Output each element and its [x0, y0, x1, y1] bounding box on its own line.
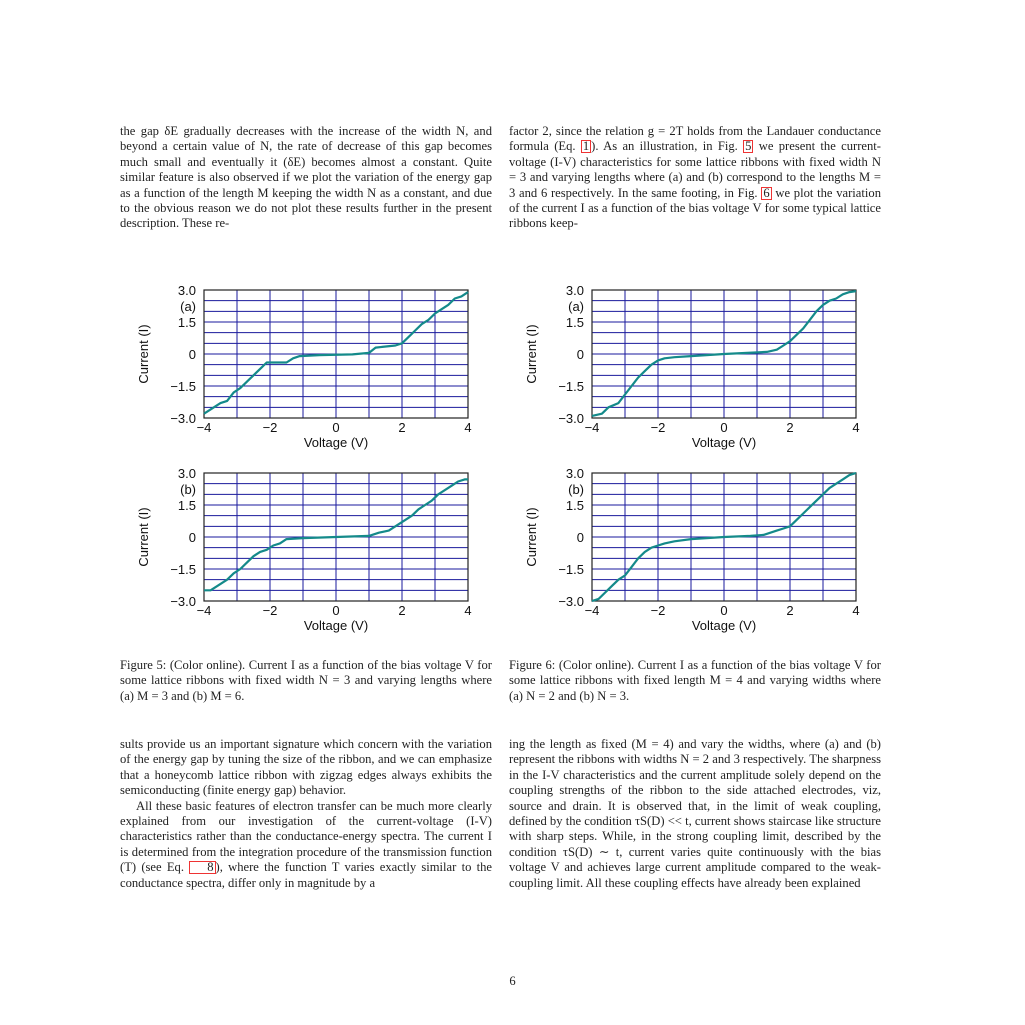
x-tick-label: 2: [786, 603, 793, 618]
y-tick-label: 3.0: [178, 466, 196, 481]
figure-5b: 3.0 1.5 0 −1.5 −3.0 (b) −4 −2 0 2 4 Voltage (V) Curr…: [128, 463, 488, 640]
equation-ref-link[interactable]: 1: [580, 139, 592, 154]
y-tick-label: 3.0: [566, 283, 584, 298]
paragraph: All these basic features of electron tra…: [120, 799, 492, 891]
x-tick-label: −4: [197, 603, 212, 618]
x-axis-label: Voltage (V): [692, 435, 756, 450]
x-tick-label: −4: [585, 603, 600, 618]
chart-fig6a: 3.0 1.5 0 −1.5 −3.0 (a) −4 −2 0 2 4 Voltage (V) Curr…: [524, 283, 860, 450]
panel-label: (a): [568, 299, 584, 314]
y-tick-label: −3.0: [558, 411, 584, 426]
x-tick-label: 0: [720, 420, 727, 435]
text-top-left: the gap δE gradually decreases with the …: [120, 124, 492, 232]
text-run: factor 2, since the relation g = 2T hold…: [509, 124, 881, 154]
paragraph: ing the length as fixed (M = 4) and vary…: [509, 737, 881, 890]
text-run: ). As an illustration, in Fig.: [591, 139, 744, 154]
x-axis-label: Voltage (V): [304, 618, 368, 633]
plot-frame: [591, 472, 857, 602]
y-tick-label: 1.5: [566, 498, 584, 513]
panel-label: (a): [180, 299, 196, 314]
y-tick-label: −1.5: [558, 562, 584, 577]
figure-6b: 3.0 1.5 0 −1.5 −3.0 (b) −4 −2 0 2 4 Voltage (V) Curr…: [516, 463, 876, 640]
text-bottom-left: sults provide us an important signature …: [120, 737, 492, 891]
chart-fig6b: 3.0 1.5 0 −1.5 −3.0 (b) −4 −2 0 2 4 Voltage (V) Curr…: [524, 466, 860, 633]
figure-ref-link[interactable]: 5: [743, 139, 754, 154]
y-tick-label: 0: [189, 530, 196, 545]
series-line: [203, 291, 469, 415]
x-tick-label: −2: [263, 420, 278, 435]
y-tick-label: 1.5: [178, 315, 196, 330]
x-tick-label: 4: [464, 420, 471, 435]
y-tick-label: 1.5: [178, 498, 196, 513]
text-top-right: factor 2, since the relation g = 2T hold…: [509, 124, 881, 232]
x-tick-label: 2: [398, 420, 405, 435]
text-run: we plot the variation of the current I a…: [509, 185, 881, 231]
x-tick-label: 4: [852, 603, 859, 618]
x-tick-label: 4: [464, 603, 471, 618]
y-tick-label: −1.5: [170, 379, 196, 394]
y-axis-label: Current (I): [524, 324, 539, 383]
x-tick-label: 4: [852, 420, 859, 435]
panel-label: (b): [180, 482, 196, 497]
y-tick-label: −3.0: [170, 594, 196, 609]
x-tick-label: −2: [651, 420, 666, 435]
text-run: we present the current-voltage (I-V) cha…: [509, 139, 881, 200]
x-tick-label: −2: [263, 603, 278, 618]
figure-6-caption: Figure 6: (Color online). Current I as a…: [509, 658, 881, 703]
figure-6a: 3.0 1.5 0 −1.5 −3.0 (a) −4 −2 0 2 4 Voltage (V) Curr…: [516, 280, 876, 457]
y-tick-label: 0: [577, 347, 584, 362]
text-run: ), where the function T varies exactly s…: [120, 860, 492, 890]
x-tick-label: −4: [585, 420, 600, 435]
series-line: [591, 290, 857, 417]
x-tick-label: 0: [332, 420, 339, 435]
x-axis-label: Voltage (V): [692, 618, 756, 633]
y-axis-label: Current (I): [136, 507, 151, 566]
text-run: All these basic features of electron tra…: [120, 798, 492, 875]
y-tick-label: 0: [189, 347, 196, 362]
series-line: [591, 471, 857, 603]
plot-frame: [203, 289, 469, 419]
page-number: 6: [509, 974, 516, 988]
figure-ref-link[interactable]: 6: [761, 185, 772, 200]
series-line: [204, 478, 468, 592]
y-tick-label: 3.0: [566, 466, 584, 481]
x-tick-label: −4: [197, 420, 212, 435]
y-tick-label: −1.5: [170, 562, 196, 577]
y-axis-label: Current (I): [524, 507, 539, 566]
y-tick-label: 0: [577, 530, 584, 545]
paragraph: factor 2, since the relation g = 2T hold…: [509, 124, 881, 232]
y-tick-label: 3.0: [178, 283, 196, 298]
y-tick-label: −1.5: [558, 379, 584, 394]
x-axis-label: Voltage (V): [304, 435, 368, 450]
y-tick-label: −3.0: [170, 411, 196, 426]
x-tick-label: 2: [398, 603, 405, 618]
y-tick-label: −3.0: [558, 594, 584, 609]
chart-fig5b: 3.0 1.5 0 −1.5 −3.0 (b) −4 −2 0 2 4 Voltage (V) Curr…: [136, 466, 472, 633]
plot-frame: [203, 472, 469, 602]
paragraph: the gap δE gradually decreases with the …: [120, 124, 492, 231]
panel-label: (b): [568, 482, 584, 497]
paragraph: sults provide us an important signature …: [120, 737, 492, 798]
x-tick-label: 0: [332, 603, 339, 618]
plot-frame: [591, 289, 857, 419]
text-bottom-right: ing the length as fixed (M = 4) and vary…: [509, 737, 881, 891]
x-tick-label: 0: [720, 603, 727, 618]
figure-5a: 3.0 1.5 0 −1.5 −3.0 (a) −4 −2 0 2 4 Voltage (V) Curr…: [128, 280, 488, 457]
x-tick-label: 2: [786, 420, 793, 435]
y-axis-label: Current (I): [136, 324, 151, 383]
equation-ref-link[interactable]: 8: [189, 861, 216, 875]
figure-5-caption: Figure 5: (Color online). Current I as a…: [120, 658, 492, 703]
x-tick-label: −2: [651, 603, 666, 618]
chart-fig5a: 3.0 1.5 0 −1.5 −3.0 (a) −4 −2 0 2 4 Voltage (V) Curr…: [136, 283, 472, 450]
y-tick-label: 1.5: [566, 315, 584, 330]
